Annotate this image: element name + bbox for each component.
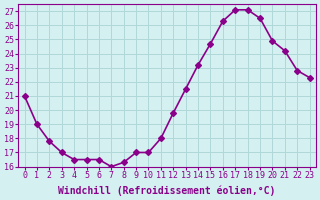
X-axis label: Windchill (Refroidissement éolien,°C): Windchill (Refroidissement éolien,°C) xyxy=(58,185,276,196)
